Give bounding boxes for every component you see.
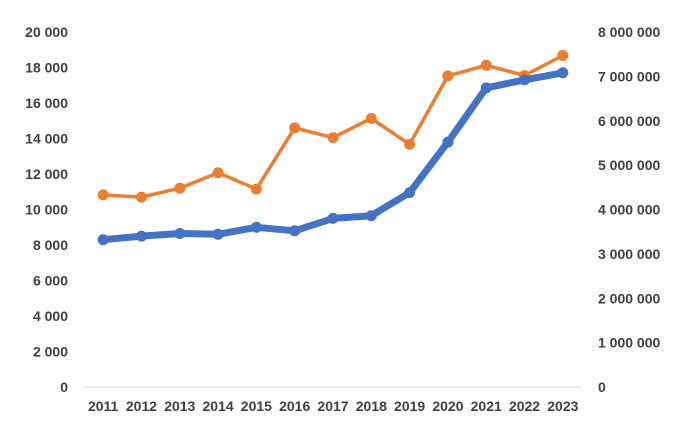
data-point xyxy=(365,113,377,124)
x-axis-tick-label: 2020 xyxy=(432,398,463,414)
x-axis-tick-label: 2017 xyxy=(317,398,348,414)
data-point xyxy=(97,234,109,246)
data-point xyxy=(365,210,377,222)
right-axis-ticks: 0 1 000 000 2 000 000 3 000 000 4 000 000 5 0… xyxy=(598,24,660,395)
right-axis-tick-label: 8 000 000 xyxy=(598,24,660,40)
data-point xyxy=(212,228,224,240)
data-point xyxy=(404,138,416,150)
x-axis-tick-label: 2016 xyxy=(279,398,310,414)
left-axis-tick-label: 10 000 xyxy=(25,202,68,218)
data-point xyxy=(557,50,569,61)
right-axis-tick-label: 3 000 000 xyxy=(598,246,660,262)
right-axis-tick-label: 2 000 000 xyxy=(598,290,660,306)
data-point xyxy=(174,182,186,194)
x-axis-tick-label: 2015 xyxy=(241,398,272,414)
data-point xyxy=(327,212,339,224)
x-axis-tick-label: 2022 xyxy=(509,398,540,414)
series-layer xyxy=(97,50,569,246)
x-axis-tick-label: 2013 xyxy=(164,398,195,414)
x-axis-tick-label: 2021 xyxy=(471,398,502,414)
left-axis-tick-label: 14 000 xyxy=(25,131,68,147)
left-axis-tick-label: 20 000 xyxy=(25,24,68,40)
data-point xyxy=(289,122,301,134)
data-point xyxy=(136,191,147,203)
data-point xyxy=(442,136,454,148)
data-point xyxy=(480,82,492,94)
data-point xyxy=(136,230,147,242)
right-axis-tick-label: 5 000 000 xyxy=(598,157,660,173)
x-axis-ticks: 2011 2012 2013 2014 2015 2016 2017 2018 2019 2020… xyxy=(88,398,579,414)
data-point xyxy=(480,59,492,71)
data-point xyxy=(557,67,569,79)
series-left-axis xyxy=(97,67,569,246)
right-axis-tick-label: 7 000 000 xyxy=(598,68,660,84)
data-point xyxy=(250,183,262,195)
left-axis-tick-label: 2 000 xyxy=(33,344,68,360)
x-axis-tick-label: 2014 xyxy=(202,398,233,414)
data-point xyxy=(404,187,416,199)
data-point xyxy=(250,221,262,233)
left-axis-tick-label: 12 000 xyxy=(25,166,68,182)
data-point xyxy=(212,167,224,179)
left-axis-tick-label: 18 000 xyxy=(25,60,68,76)
x-axis-tick-label: 2011 xyxy=(88,398,119,414)
left-axis-tick-label: 8 000 xyxy=(33,237,68,253)
left-axis-tick-label: 0 xyxy=(60,379,68,395)
series-right-axis xyxy=(97,50,569,203)
x-axis-tick-label: 2012 xyxy=(126,398,157,414)
right-axis-tick-label: 6 000 000 xyxy=(598,113,660,129)
x-axis-tick-label: 2019 xyxy=(394,398,425,414)
data-point xyxy=(327,132,339,144)
left-axis-ticks: 0 2 000 4 000 6 000 8 000 10 000 12 000 14 000 1… xyxy=(25,24,68,395)
series-line xyxy=(101,53,565,199)
data-point xyxy=(442,70,454,82)
left-axis-tick-label: 4 000 xyxy=(33,308,68,324)
left-axis-tick-label: 6 000 xyxy=(33,273,68,289)
data-point xyxy=(97,189,109,201)
right-axis-tick-label: 0 xyxy=(598,379,606,395)
left-axis-tick-label: 16 000 xyxy=(25,95,68,111)
data-point xyxy=(174,228,186,239)
x-axis-tick-label: 2018 xyxy=(356,398,387,414)
right-axis-tick-label: 4 000 000 xyxy=(598,202,660,218)
right-axis-tick-label: 1 000 000 xyxy=(598,335,660,351)
data-point xyxy=(289,225,301,237)
x-axis-tick-label: 2023 xyxy=(547,398,578,414)
data-point xyxy=(519,74,530,86)
